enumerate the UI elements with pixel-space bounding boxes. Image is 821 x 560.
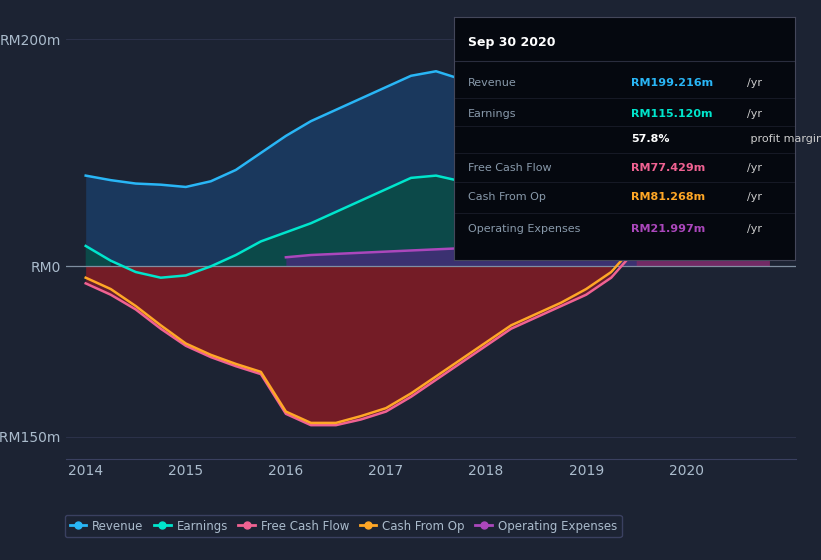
Text: Revenue: Revenue — [468, 78, 516, 87]
Text: RM81.268m: RM81.268m — [631, 192, 705, 202]
Text: RM199.216m: RM199.216m — [631, 78, 713, 87]
Text: /yr: /yr — [747, 109, 762, 119]
Legend: Revenue, Earnings, Free Cash Flow, Cash From Op, Operating Expenses: Revenue, Earnings, Free Cash Flow, Cash … — [65, 515, 621, 538]
Text: Operating Expenses: Operating Expenses — [468, 224, 580, 234]
Text: /yr: /yr — [747, 163, 762, 173]
Text: /yr: /yr — [747, 78, 762, 87]
Text: Earnings: Earnings — [468, 109, 516, 119]
Text: Free Cash Flow: Free Cash Flow — [468, 163, 551, 173]
Text: RM21.997m: RM21.997m — [631, 224, 705, 234]
Text: RM77.429m: RM77.429m — [631, 163, 705, 173]
Text: /yr: /yr — [747, 192, 762, 202]
Text: Cash From Op: Cash From Op — [468, 192, 545, 202]
Text: /yr: /yr — [747, 224, 762, 234]
Text: profit margin: profit margin — [747, 134, 821, 143]
Text: Sep 30 2020: Sep 30 2020 — [468, 36, 555, 49]
Text: RM115.120m: RM115.120m — [631, 109, 713, 119]
Text: 57.8%: 57.8% — [631, 134, 670, 143]
